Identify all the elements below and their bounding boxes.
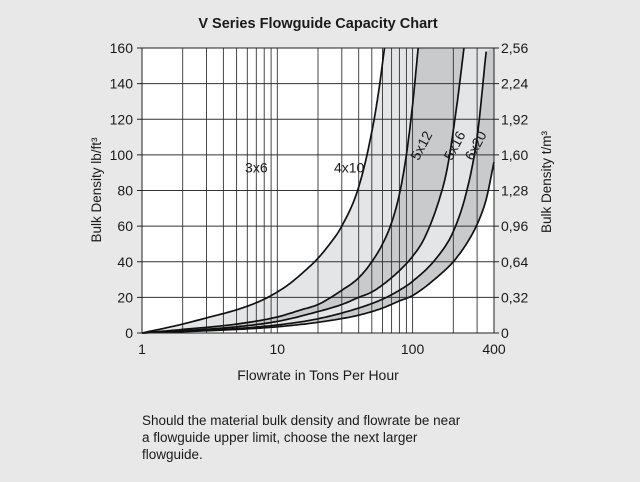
note-line: Should the material bulk density and flo… bbox=[142, 413, 461, 428]
curve-4x10 bbox=[141, 47, 420, 334]
y-tick-label-right: 0,64 bbox=[501, 254, 528, 270]
y-tick-label-right: 1,60 bbox=[501, 147, 528, 163]
y-axis-label-right: Bulk Density t/m³ bbox=[539, 130, 554, 233]
y-tick-label-right: 2,24 bbox=[501, 76, 528, 92]
y-tick-label-left: 140 bbox=[110, 76, 134, 92]
y-tick-label-right: 0 bbox=[501, 325, 509, 341]
x-tick-label: 10 bbox=[269, 341, 285, 357]
capacity-chart: V Series Flowguide Capacity Chart 0 0 20 0,… bbox=[89, 16, 554, 383]
curve-5x12 bbox=[141, 47, 465, 334]
curve-label-3x6: 3x6 bbox=[245, 160, 268, 176]
x-axis-label: Flowrate in Tons Per Hour bbox=[237, 367, 399, 383]
x-tick-label: 1 bbox=[138, 341, 146, 357]
y-tick-label-left: 60 bbox=[117, 218, 133, 234]
y-tick-label-right: 1,92 bbox=[501, 111, 528, 127]
x-tick-label: 100 bbox=[401, 341, 425, 357]
y-tick-label-right: 0,32 bbox=[501, 289, 528, 305]
curve-6x20 bbox=[141, 161, 495, 334]
y-tick-label-left: 80 bbox=[117, 183, 133, 199]
y-tick-label-right: 1,28 bbox=[501, 183, 528, 199]
curve-label-4x10: 4x10 bbox=[334, 160, 365, 176]
y-tick-label-left: 20 bbox=[117, 289, 133, 305]
y-tick-label-left: 0 bbox=[125, 325, 133, 341]
y-tick-label-left: 160 bbox=[110, 40, 134, 56]
y-tick-label-left: 40 bbox=[117, 254, 133, 270]
curve-5x16 bbox=[141, 51, 488, 334]
curve-3x6 bbox=[141, 47, 386, 334]
y-tick-label-left: 120 bbox=[110, 111, 134, 127]
selection-note: Should the material bulk density and flo… bbox=[142, 412, 522, 463]
plot-area: 0 0 20 0,32 40 0,64 60 0,96 80 1,28 100 1,60 120 1,92… bbox=[110, 40, 529, 357]
x-tick-label: 400 bbox=[482, 341, 506, 357]
chart-title: V Series Flowguide Capacity Chart bbox=[198, 16, 437, 32]
note-line: a flowguide upper limit, choose the next… bbox=[142, 430, 418, 445]
y-tick-label-right: 0,96 bbox=[501, 218, 528, 234]
y-tick-label-left: 100 bbox=[110, 147, 134, 163]
note-line: flowguide. bbox=[142, 447, 203, 462]
y-tick-label-right: 2,56 bbox=[501, 40, 528, 56]
y-axis-label-left: Bulk Density lb/ft³ bbox=[89, 137, 104, 243]
